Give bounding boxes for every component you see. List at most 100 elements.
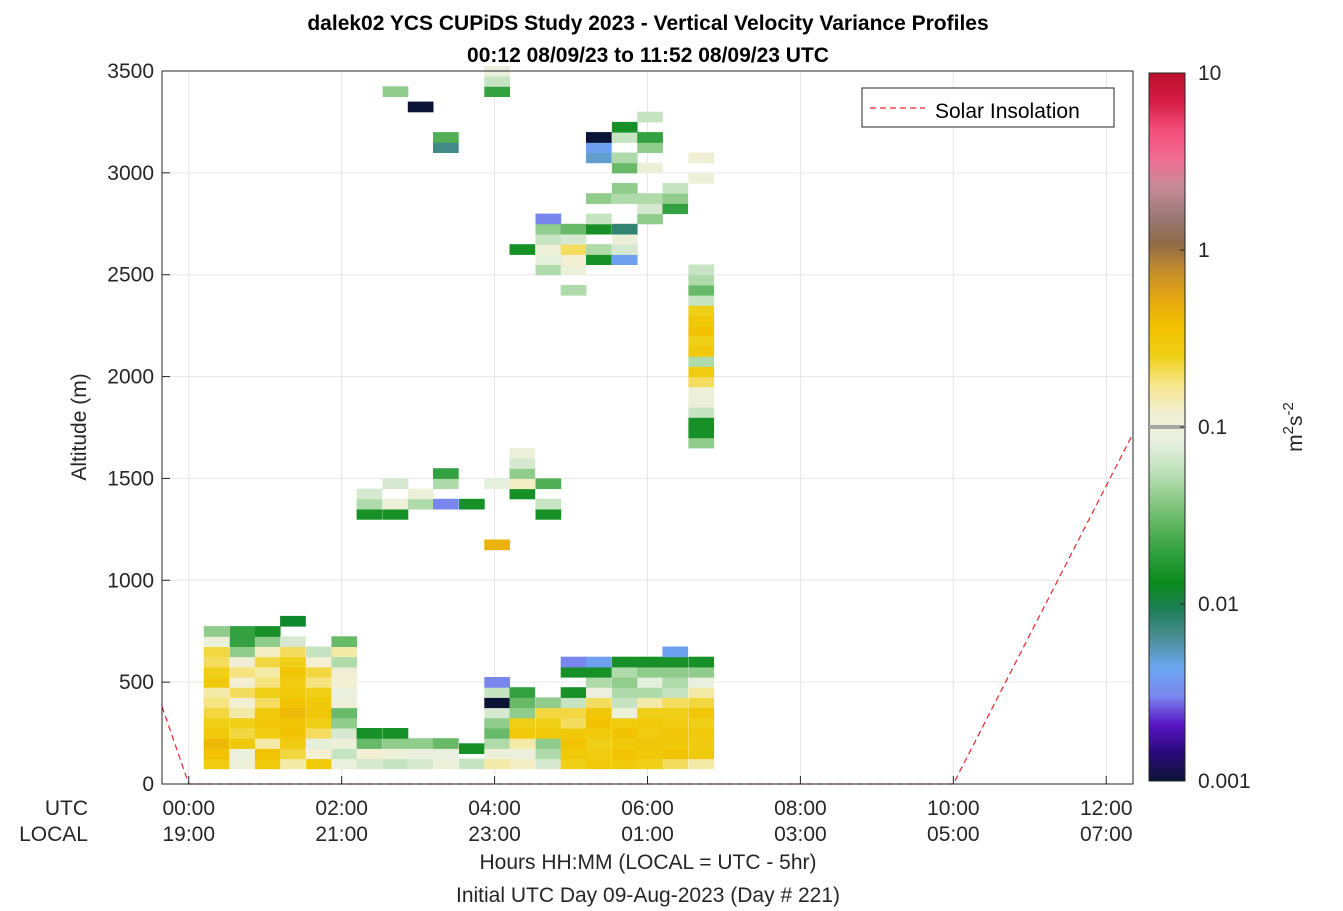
heatmap-cell bbox=[688, 748, 715, 760]
heatmap-cell bbox=[254, 697, 281, 709]
heatmap-cell bbox=[203, 687, 230, 698]
heatmap-cell bbox=[382, 748, 409, 760]
heatmap-cell bbox=[509, 447, 536, 459]
heatmap-cell bbox=[356, 488, 383, 500]
heatmap-cell bbox=[560, 284, 587, 296]
heatmap-cell bbox=[560, 254, 587, 265]
heatmap-cell bbox=[229, 717, 256, 729]
heatmap-cell bbox=[611, 193, 638, 204]
heatmap-cell bbox=[484, 687, 510, 698]
heatmap-cell bbox=[560, 697, 587, 709]
heatmap-cell bbox=[688, 738, 715, 749]
heatmap-cell bbox=[688, 407, 715, 418]
heatmap-cell bbox=[560, 666, 587, 678]
heatmap-cell bbox=[382, 498, 409, 510]
heatmap-cell bbox=[509, 748, 536, 760]
heatmap-cell bbox=[688, 427, 715, 439]
heatmap-cell bbox=[484, 728, 510, 739]
heatmap-cell bbox=[688, 687, 715, 698]
heatmap-cell bbox=[229, 646, 256, 658]
heatmap-cell bbox=[509, 468, 536, 479]
heatmap-cell bbox=[254, 636, 281, 647]
heatmap-cell bbox=[254, 656, 281, 668]
heatmap-cell bbox=[611, 666, 638, 678]
heatmap-cell bbox=[688, 325, 715, 337]
heatmap-cell bbox=[586, 687, 612, 698]
x-tick-label-utc: 10:00 bbox=[927, 797, 980, 820]
heatmap-cell bbox=[331, 646, 358, 658]
heatmap-cell bbox=[688, 284, 715, 296]
heatmap-cell bbox=[611, 707, 638, 719]
heatmap-cell bbox=[688, 417, 715, 428]
heatmap-cell bbox=[535, 264, 562, 276]
heatmap-cell bbox=[611, 183, 638, 194]
heatmap-cell bbox=[688, 656, 715, 668]
heatmap-cell bbox=[611, 234, 638, 245]
heatmap-cell bbox=[356, 758, 383, 770]
heatmap-cell bbox=[484, 697, 510, 709]
heatmap-cell bbox=[586, 254, 612, 265]
y-tick-label: 500 bbox=[119, 671, 154, 694]
heatmap-cell bbox=[407, 738, 434, 749]
heatmap-cell bbox=[586, 152, 612, 164]
heatmap-cell bbox=[229, 738, 256, 749]
heatmap-cell bbox=[662, 666, 689, 678]
heatmap-cell bbox=[611, 687, 638, 698]
heatmap-cell bbox=[688, 335, 715, 347]
heatmap-cell bbox=[382, 509, 409, 520]
heatmap-cell bbox=[586, 223, 612, 235]
heatmap-cell bbox=[662, 203, 689, 215]
heatmap-cell bbox=[688, 356, 715, 367]
x-tick-label-utc: 04:00 bbox=[468, 797, 521, 820]
heatmap-cell bbox=[586, 213, 612, 225]
heatmap-cell bbox=[637, 132, 663, 143]
heatmap-cell bbox=[560, 717, 587, 729]
heatmap-cell bbox=[637, 142, 663, 153]
heatmap-cell bbox=[662, 193, 689, 204]
heatmap-cell bbox=[560, 244, 587, 255]
heatmap-cell bbox=[688, 697, 715, 709]
heatmap-cell bbox=[484, 86, 510, 97]
heatmap-cell bbox=[637, 656, 663, 668]
colorbar-label: m2s-2 bbox=[1280, 402, 1307, 452]
heatmap-cell bbox=[484, 539, 510, 551]
heatmap-cell bbox=[229, 687, 256, 698]
heatmap-cell bbox=[331, 707, 358, 719]
heatmap-cell bbox=[203, 758, 230, 770]
heatmap-cell bbox=[535, 498, 562, 510]
heatmap-cell bbox=[203, 666, 230, 678]
heatmap-cell bbox=[356, 748, 383, 760]
colorbar-tick-label: 10 bbox=[1198, 62, 1221, 85]
heatmap-cell bbox=[203, 646, 230, 658]
heatmap-cell bbox=[459, 758, 485, 770]
heatmap-cell bbox=[637, 193, 663, 204]
heatmap-cell bbox=[586, 707, 612, 719]
y-tick-label: 3000 bbox=[107, 162, 154, 185]
heatmap-cell bbox=[254, 707, 281, 719]
heatmap-cell bbox=[229, 728, 256, 739]
heatmap-cell bbox=[662, 728, 689, 739]
heatmap-cell bbox=[535, 697, 562, 709]
heatmap-cell bbox=[586, 244, 612, 255]
heatmap-cell bbox=[688, 758, 715, 770]
heatmap-cell bbox=[280, 707, 306, 719]
heatmap-cell bbox=[433, 478, 459, 490]
colorbar-tick-label: 0.001 bbox=[1198, 770, 1251, 793]
heatmap-cell bbox=[382, 478, 409, 490]
heatmap-cell bbox=[688, 346, 715, 357]
heatmap-cell bbox=[306, 656, 332, 668]
heatmap-cell bbox=[433, 498, 459, 510]
utc-row-label: UTC bbox=[45, 797, 88, 820]
heatmap-cell bbox=[229, 707, 256, 719]
heatmap-cell bbox=[535, 223, 562, 235]
heatmap-cell bbox=[254, 677, 281, 688]
heatmap-cell bbox=[280, 615, 306, 627]
heatmap-cell bbox=[306, 707, 332, 719]
heatmap-cell bbox=[459, 743, 485, 754]
heatmap-cell bbox=[560, 707, 587, 719]
heatmap-cell bbox=[611, 162, 638, 174]
heatmap-cell bbox=[331, 656, 358, 668]
heatmap-cell bbox=[662, 183, 689, 194]
heatmap-cell bbox=[280, 697, 306, 709]
heatmap-cell bbox=[203, 697, 230, 709]
